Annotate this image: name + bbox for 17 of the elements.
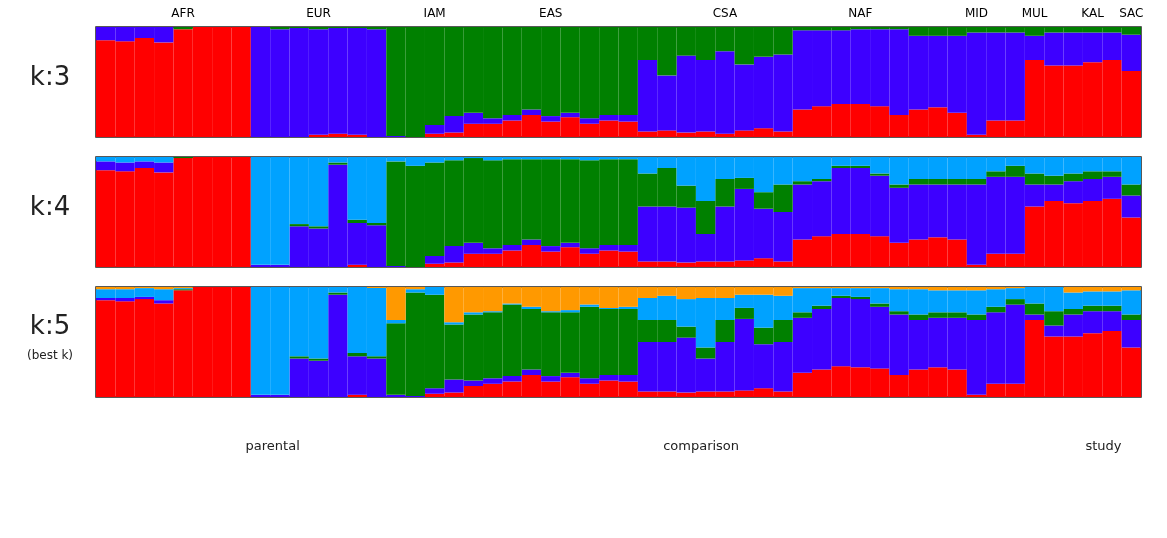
x-tick-label: AFR bbox=[171, 5, 195, 20]
x-tick-label: MUL bbox=[1021, 5, 1048, 20]
text: comparison bbox=[663, 438, 740, 453]
text: k:4 bbox=[29, 190, 71, 221]
text: (best k) bbox=[26, 348, 74, 363]
x-tick-label: MID bbox=[964, 5, 989, 20]
text: parental bbox=[245, 438, 300, 453]
text: k:5 bbox=[29, 309, 71, 340]
text: study bbox=[1085, 438, 1122, 453]
x-tick-label: KAL bbox=[1081, 5, 1105, 20]
x-tick-label: EAS bbox=[539, 5, 563, 20]
x-tick-label: NAF bbox=[848, 5, 873, 20]
x-tick-label: IAM bbox=[423, 5, 446, 20]
x-tick-label: EUR bbox=[306, 5, 331, 20]
text: k:3 bbox=[29, 60, 71, 91]
x-tick-label: CSA bbox=[712, 5, 738, 20]
x-tick-label: SAC bbox=[1119, 5, 1144, 20]
